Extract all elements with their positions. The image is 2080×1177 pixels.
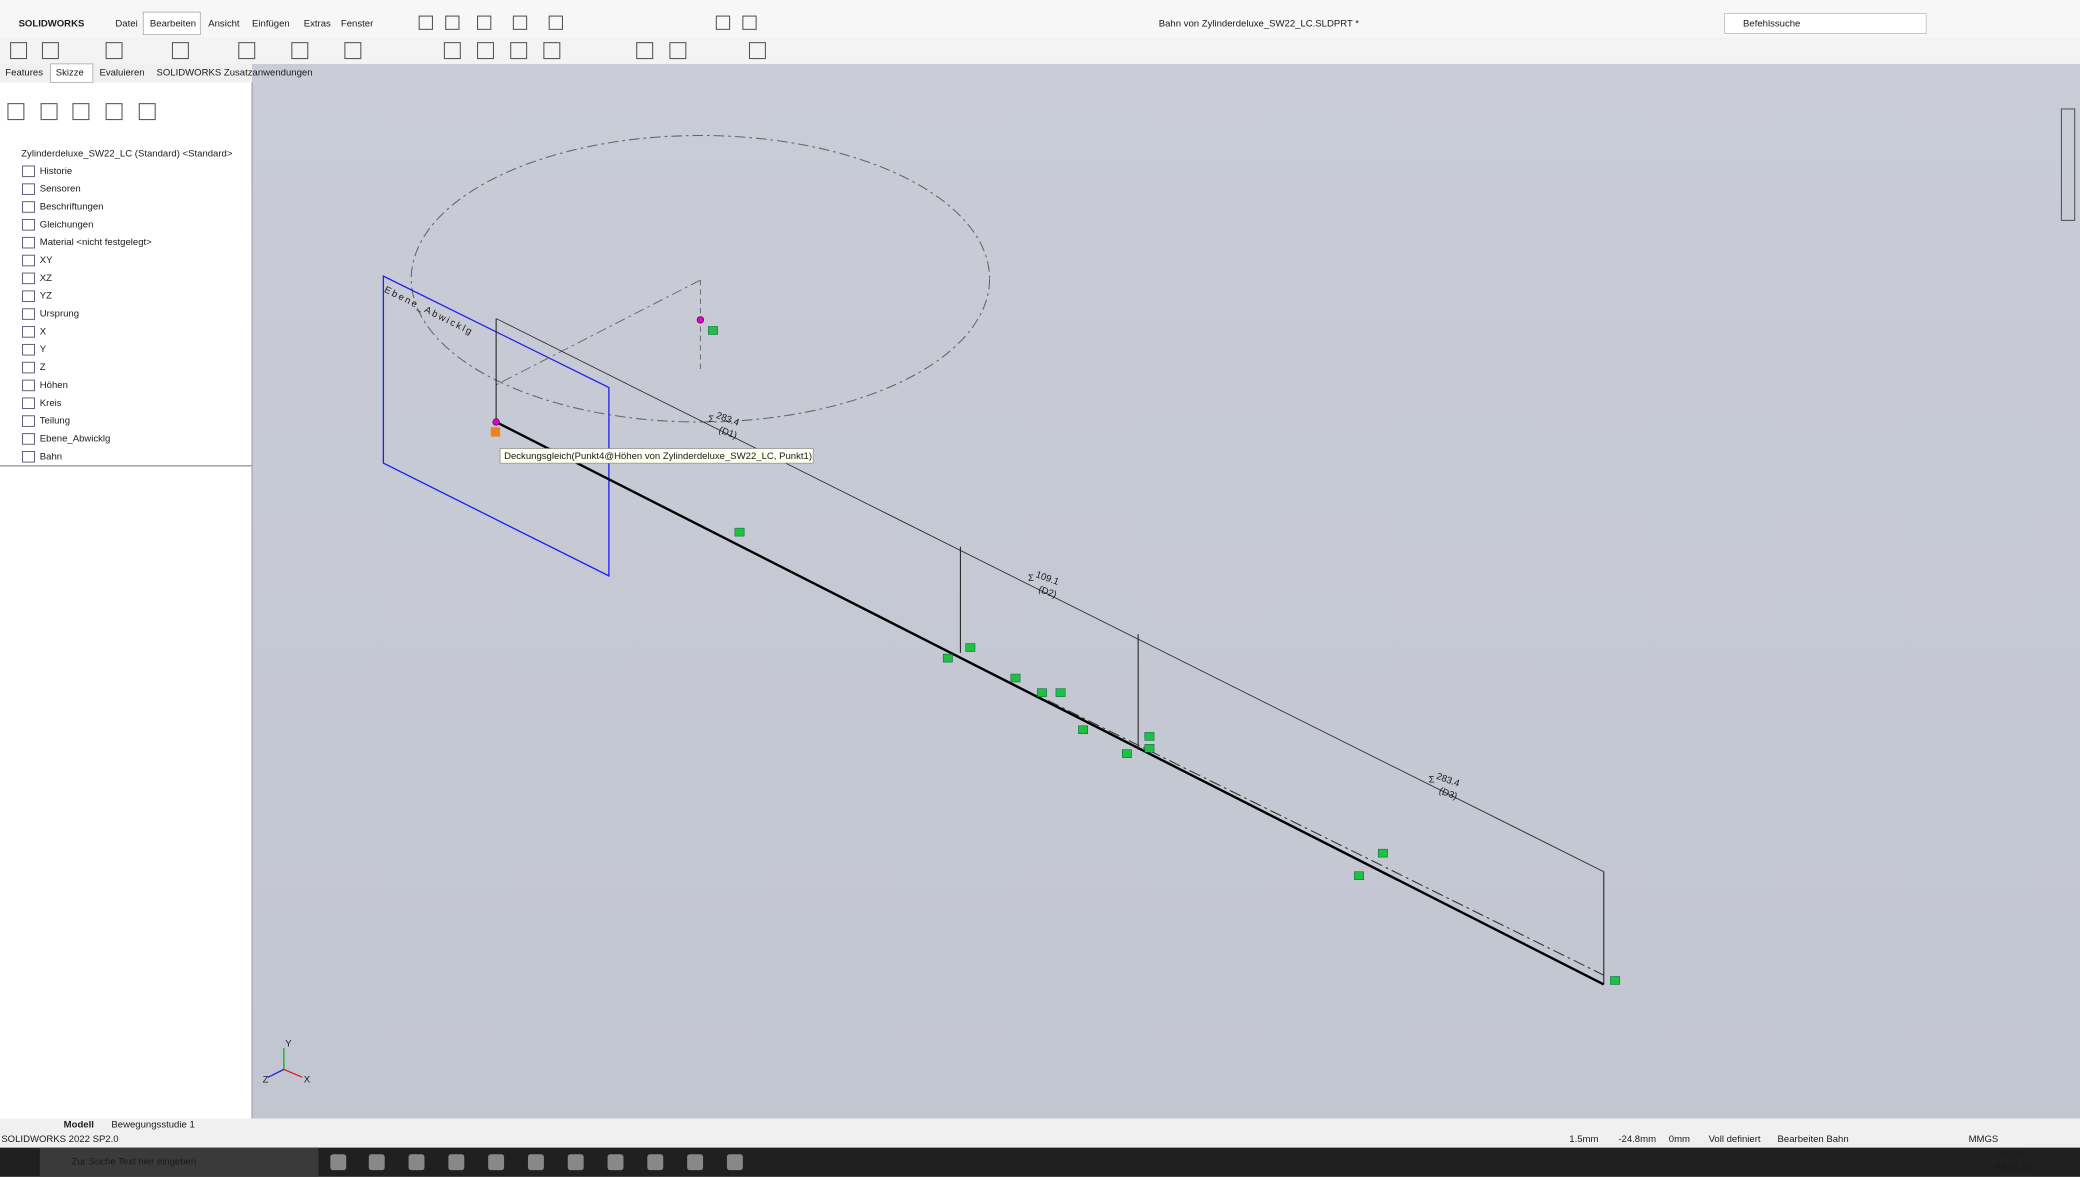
tree-item[interactable]: XY — [40, 255, 53, 266]
bottom-tab[interactable]: Modell — [64, 1120, 94, 1131]
tree-item[interactable]: Sensoren — [40, 184, 81, 195]
search-placeholder: Befehlssuche — [1743, 19, 1800, 30]
app-logo: SOLIDWORKS — [19, 19, 85, 30]
menu-item[interactable]: Bearbeiten — [150, 19, 196, 30]
taskbar-app[interactable] — [608, 1154, 624, 1170]
taskbar-app[interactable] — [687, 1154, 703, 1170]
status-field: -24.8mm — [1618, 1134, 1656, 1145]
taskbar-app[interactable] — [330, 1154, 346, 1170]
menu-item[interactable]: Einfügen — [252, 19, 290, 30]
tree-item[interactable]: Beschriftungen — [40, 202, 104, 213]
viewport — [252, 64, 2080, 1119]
command-tab[interactable]: Evaluieren — [99, 68, 144, 79]
taskbar-app[interactable] — [448, 1154, 464, 1170]
tree-item[interactable]: X — [40, 326, 47, 337]
tree-item[interactable]: Historie — [40, 166, 72, 177]
tooltip: Deckungsgleich(Punkt4@Höhen von Zylinder… — [504, 451, 812, 462]
tree-item[interactable]: Ebene_Abwicklg — [40, 433, 111, 444]
point — [493, 419, 500, 426]
command-tab[interactable]: Skizze — [56, 68, 84, 79]
taskbar-app[interactable] — [727, 1154, 743, 1170]
tree-item[interactable]: Material <nicht festgelegt> — [40, 237, 152, 248]
tree-item[interactable]: Z — [40, 362, 46, 373]
tree-item[interactable]: Höhen — [40, 380, 68, 391]
taskbar-app[interactable] — [488, 1154, 504, 1170]
command-tab[interactable]: Features — [5, 68, 43, 79]
tree-item[interactable]: Gleichungen — [40, 219, 94, 230]
triad-label: Z — [263, 1074, 269, 1085]
dimension-sigma: Σ — [1429, 775, 1435, 786]
status-units: MMGS — [1969, 1134, 1999, 1145]
menu-item[interactable]: Ansicht — [208, 19, 240, 30]
window-title: Bahn von Zylinderdeluxe_SW22_LC.SLDPRT * — [1159, 19, 1360, 30]
status-version: SOLIDWORKS 2022 SP2.0 — [1, 1134, 118, 1145]
tree-item[interactable]: Ursprung — [40, 309, 79, 320]
solidworks-window: SOLIDWORKS Datei Bearbeiten Ansicht Einfügen… — [0, 0, 2080, 1177]
tree-item[interactable]: Bahn — [40, 451, 62, 462]
tree-item[interactable]: Y — [40, 344, 47, 355]
coincident-icon — [491, 427, 500, 436]
menu-item[interactable]: Extras — [304, 19, 331, 30]
menu-item[interactable]: Datei — [115, 19, 137, 30]
taskbar-app[interactable] — [647, 1154, 663, 1170]
dimension-sigma: Σ — [1028, 573, 1034, 584]
clock-date: 08.06.22 — [1995, 1162, 2032, 1173]
tree-item[interactable]: Kreis — [40, 398, 62, 409]
taskbar-app[interactable] — [409, 1154, 425, 1170]
taskbar-app[interactable] — [568, 1154, 584, 1170]
bottom-tab[interactable]: Bewegungsstudie 1 — [111, 1120, 194, 1131]
point — [697, 317, 704, 324]
status-field: Bearbeiten Bahn — [1778, 1134, 1849, 1145]
taskbar-app[interactable] — [528, 1154, 544, 1170]
status-field: Voll definiert — [1709, 1134, 1761, 1145]
toolbar — [0, 37, 2080, 64]
command-tab[interactable]: SOLIDWORKS Zusatzanwendungen — [157, 68, 313, 79]
tree-root[interactable]: Zylinderdeluxe_SW22_LC (Standard) <Stand… — [21, 149, 233, 160]
status-field: 1.5mm — [1569, 1134, 1598, 1145]
tree-item[interactable]: XZ — [40, 273, 52, 284]
tree-item[interactable]: YZ — [40, 291, 52, 302]
triad-label: X — [304, 1074, 311, 1085]
tree-item[interactable]: Teilung — [40, 416, 70, 427]
triad-label: Y — [285, 1039, 292, 1050]
dimension-sigma: Σ — [708, 414, 714, 425]
status-field: 0mm — [1669, 1134, 1690, 1145]
taskbar-app[interactable] — [369, 1154, 385, 1170]
clock-time: 05:05 — [2002, 1150, 2026, 1161]
menu-item[interactable]: Fenster — [341, 19, 374, 30]
taskbar-search[interactable]: Zur Suche Text hier eingeben — [72, 1157, 197, 1168]
